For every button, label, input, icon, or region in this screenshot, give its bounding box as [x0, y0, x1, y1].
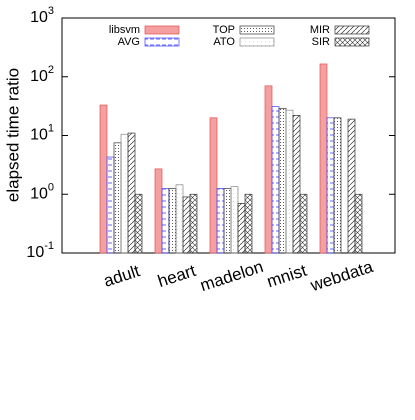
x-tick-label: heart	[155, 261, 198, 291]
tick-base: 10	[30, 185, 48, 202]
bar	[244, 193, 253, 254]
bar	[278, 107, 287, 254]
bar	[319, 63, 328, 254]
legend-label: libsvm	[109, 24, 140, 36]
bar	[347, 118, 356, 254]
legend-swatch	[144, 37, 180, 47]
bar	[175, 184, 184, 254]
tick-base: 10	[30, 9, 48, 26]
y-axis-label: elapsed time ratio	[3, 68, 22, 202]
bar	[223, 188, 232, 254]
legend-label: SIR	[312, 36, 330, 48]
tick-base: 10	[30, 127, 48, 144]
bar	[161, 188, 170, 254]
bar	[292, 115, 301, 254]
tick-exponent: 3	[48, 5, 54, 17]
x-tick-label: madelon	[198, 257, 266, 295]
bar	[113, 142, 122, 254]
legend-swatch	[239, 37, 275, 47]
y-tick-label: 100	[30, 181, 54, 202]
bar	[271, 106, 280, 254]
legend-label: AVG	[118, 36, 140, 48]
legend-label: TOP	[213, 24, 235, 36]
bar	[230, 186, 239, 254]
bar	[127, 132, 136, 254]
bar	[120, 133, 129, 254]
tick-exponent: 1	[48, 122, 54, 134]
legend-label: MIR	[310, 24, 330, 36]
bar	[99, 104, 108, 254]
tick-exponent: 0	[48, 181, 54, 193]
y-tick-label: 103	[30, 5, 54, 26]
x-tick-label: mnist	[264, 261, 309, 292]
bar	[285, 109, 294, 254]
bar	[106, 156, 115, 254]
bar	[154, 168, 163, 254]
x-tick-label: adult	[101, 261, 142, 291]
y-tick-label: 102	[30, 64, 54, 85]
bar	[134, 193, 143, 254]
bar	[333, 117, 342, 254]
tick-exponent: -1	[44, 240, 54, 252]
tick-base: 10	[26, 244, 44, 261]
legend-swatch	[144, 25, 180, 35]
bar	[168, 188, 177, 254]
tick-base: 10	[30, 68, 48, 85]
legend-swatch	[334, 37, 370, 47]
bar	[216, 188, 225, 254]
legend-label: ATO	[213, 36, 235, 48]
bar	[326, 117, 335, 254]
bar	[209, 117, 218, 254]
legend-swatch	[239, 25, 275, 35]
bar	[354, 193, 363, 254]
tick-exponent: 2	[48, 64, 54, 76]
bar	[182, 196, 191, 254]
y-tick-label: 101	[30, 122, 54, 143]
bar	[237, 203, 246, 254]
bar	[264, 85, 273, 254]
bar	[189, 193, 198, 254]
legend-swatch	[334, 25, 370, 35]
y-tick-label: 10-1	[26, 240, 54, 261]
x-tick-label: webdata	[307, 257, 375, 295]
bar	[299, 193, 308, 254]
